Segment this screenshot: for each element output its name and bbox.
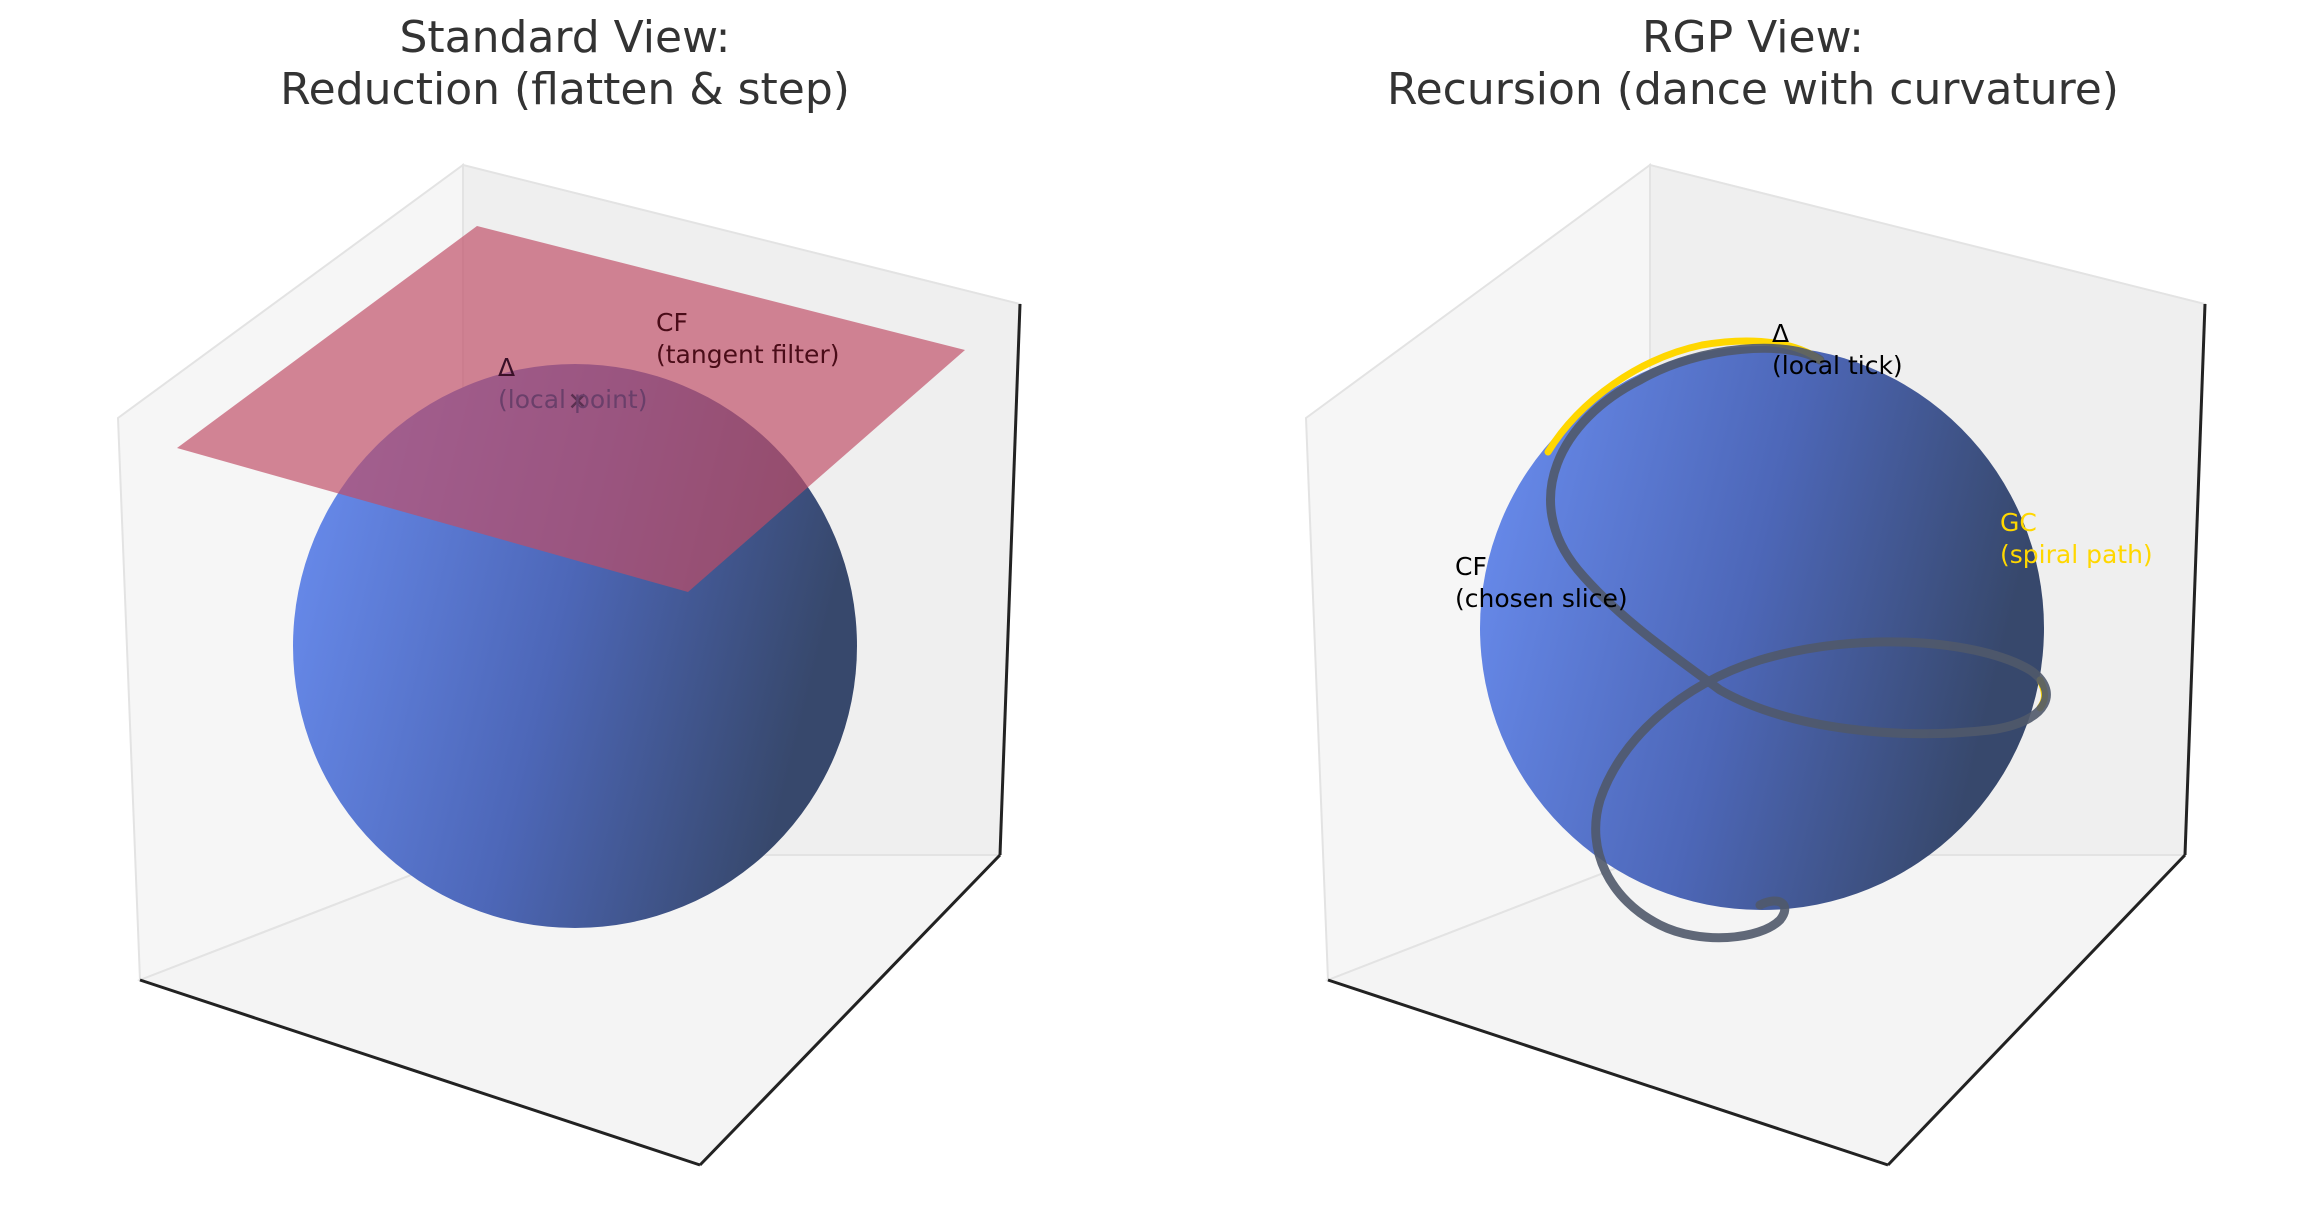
left-delta-text: (local point) [498,385,647,414]
left-panel: Standard View: Reduction (flatten & step… [116,12,1022,1167]
right-z-axis [2183,303,2207,856]
right-cf-text: (chosen slice) [1455,584,1628,613]
right-delta-symbol: Δ [1772,319,1789,348]
right-gc-title: GC [2000,508,2037,537]
left-delta-symbol: Δ [498,353,515,382]
left-title-line1: Standard View: [400,12,731,63]
spiral-trace [1546,343,2051,943]
right-delta-text: (local tick) [1772,351,1903,380]
right-panel: RGP View: Recursion (dance with curvatur… [1304,12,2207,1167]
local-point-marker: ✕ [568,387,589,416]
left-cf-title: CF [656,308,688,337]
right-sphere [1480,346,2044,910]
left-z-axis [998,303,1022,856]
right-title-line2: Recursion (dance with curvature) [1387,64,2119,115]
tangent-plane [177,226,965,592]
left-title-line2: Reduction (flatten & step) [280,64,850,115]
left-y-axis [698,853,1002,1167]
right-gc-text: (spiral path) [2000,540,2153,569]
left-cf-text: (tangent filter) [656,340,839,369]
right-y-axis [1886,853,2187,1167]
right-cf-title: CF [1455,552,1487,581]
right-title-line1: RGP View: [1642,12,1864,63]
right-x-axis [1327,978,1889,1167]
left-x-axis [139,978,701,1167]
